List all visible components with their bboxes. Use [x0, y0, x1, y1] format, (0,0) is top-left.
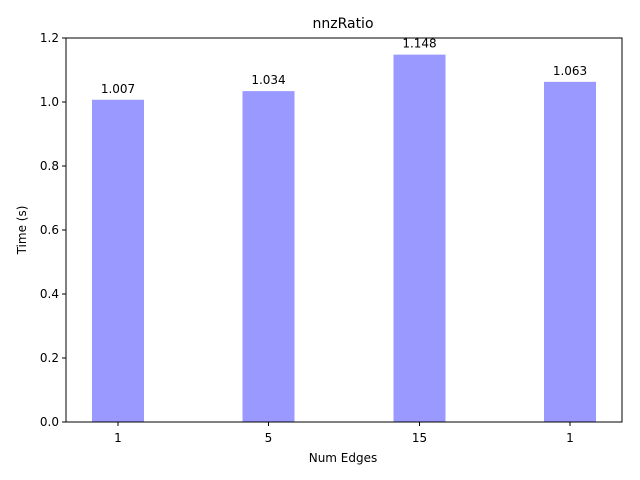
y-tick-label-3: 0.6: [40, 223, 59, 237]
x-tick-label-4: 1: [566, 431, 574, 445]
bar-4: [544, 81, 596, 422]
y-tick-label-6: 1.2: [40, 31, 59, 45]
bars-layer: [92, 54, 596, 423]
labels-layer: 1.007 1.034 1.148 1.063: [101, 37, 587, 96]
bar-3: [393, 54, 446, 422]
y-tick-label-4: 0.8: [40, 159, 59, 173]
x-tick-label-2: 5: [265, 431, 273, 445]
bar-2: [242, 91, 295, 423]
ticks-layer: 1 5 15 10.00.20.40.60.81.01.2: [40, 31, 574, 445]
y-tick-label-5: 1.0: [40, 95, 59, 109]
y-tick-label-1: 0.2: [40, 351, 59, 365]
data-label-3: 1.148: [402, 37, 436, 51]
data-label-4: 1.063: [553, 64, 587, 78]
bar-1: [92, 99, 144, 422]
data-label-1: 1.007: [101, 82, 135, 96]
chart-title: nnzRatio: [312, 16, 373, 32]
x-tick-label-1: 1: [114, 431, 122, 445]
x-tick-label-3: 15: [412, 431, 427, 445]
y-tick-label-2: 0.4: [40, 287, 59, 301]
x-axis-label: Num Edges: [309, 451, 378, 465]
data-label-2: 1.034: [251, 73, 285, 87]
y-tick-label-0: 0.0: [40, 415, 59, 429]
y-axis-label: Time (s): [15, 206, 29, 256]
